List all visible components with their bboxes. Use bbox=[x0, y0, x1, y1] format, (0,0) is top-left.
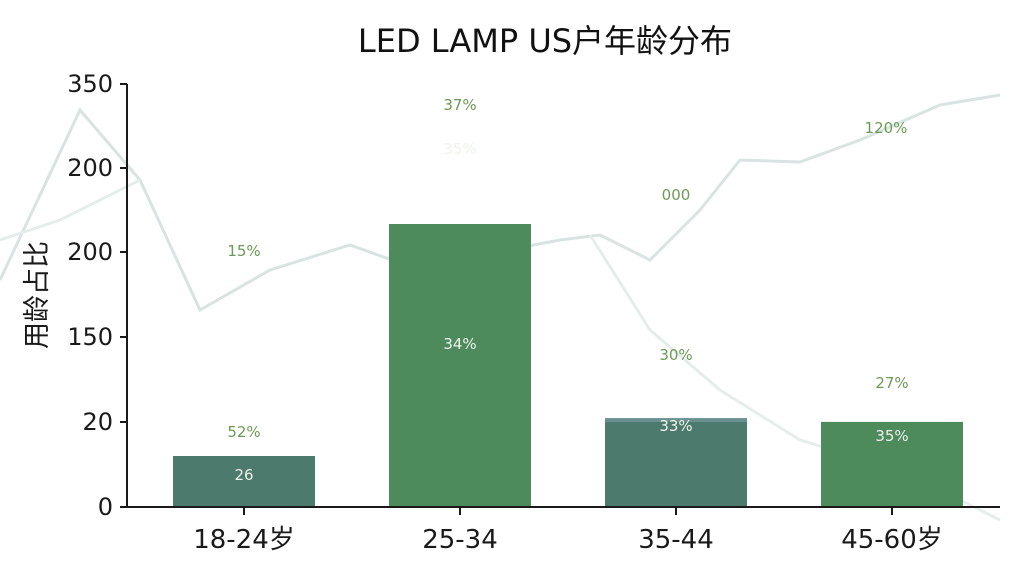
data-label: 15% bbox=[227, 242, 260, 260]
data-label: 35% bbox=[875, 427, 908, 445]
y-tick-label: 0 bbox=[98, 493, 113, 521]
x-tick-label: 45-60岁 bbox=[841, 525, 943, 555]
data-label: 120% bbox=[865, 119, 908, 137]
y-axis-label: 用龄占比 bbox=[22, 241, 53, 349]
data-label: 27% bbox=[875, 374, 908, 392]
y-tick-label: 200 bbox=[67, 238, 113, 266]
data-label: 37% bbox=[443, 96, 476, 114]
bars bbox=[173, 224, 963, 507]
y-tick-label: 200 bbox=[67, 154, 113, 182]
data-label: 34% bbox=[443, 335, 476, 353]
y-tick-label: 150 bbox=[67, 323, 113, 351]
chart-title: LED LAMP US户年龄分布 bbox=[358, 22, 732, 60]
bar bbox=[389, 224, 531, 507]
x-tick-label: 35-44 bbox=[638, 525, 714, 555]
x-tick-label: 25-34 bbox=[422, 525, 498, 555]
data-label: 30% bbox=[659, 346, 692, 364]
bar bbox=[821, 422, 963, 507]
bar bbox=[605, 422, 747, 507]
data-label: 52% bbox=[227, 423, 260, 441]
bar-upper-segment bbox=[605, 418, 747, 422]
x-tick-label: 18-24岁 bbox=[193, 525, 295, 555]
data-labels: 26 52% 15% 35% 34% 37% 33% 30% 000 35% 27% 120% bbox=[227, 96, 908, 484]
y-tick-label: 350 bbox=[67, 70, 113, 98]
data-label: 33% bbox=[659, 417, 692, 435]
data-label: 000 bbox=[662, 186, 691, 204]
y-axis-ticks: 0 20 150 200 200 350 bbox=[67, 70, 127, 521]
x-axis-ticks: 18-24岁 25-34 35-44 45-60岁 bbox=[193, 507, 943, 555]
bar bbox=[173, 456, 315, 507]
data-label: 35% bbox=[443, 140, 476, 158]
data-label: 26 bbox=[234, 466, 253, 484]
y-tick-label: 20 bbox=[82, 408, 113, 436]
